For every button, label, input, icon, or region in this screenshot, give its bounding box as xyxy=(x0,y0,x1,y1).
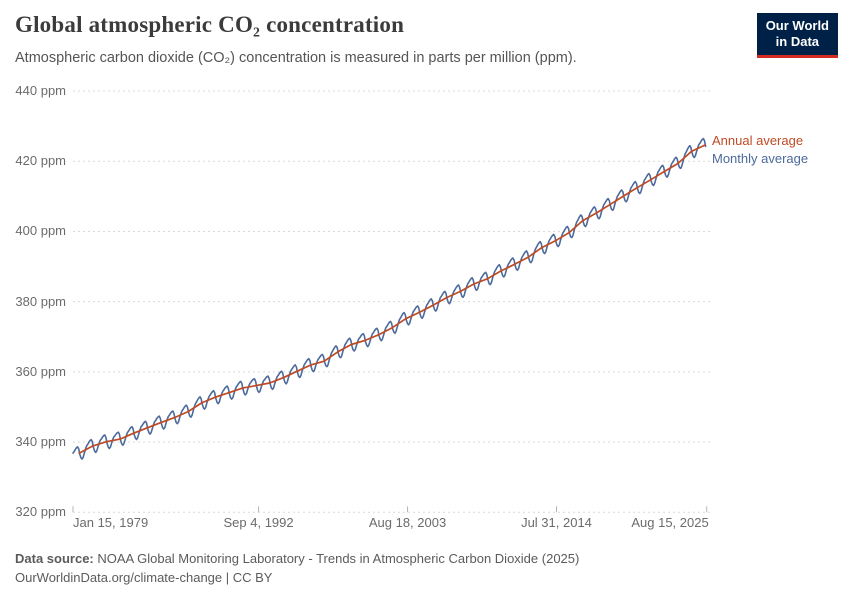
y-axis-label: 380 ppm xyxy=(15,293,66,309)
x-axis-label: Jan 15, 1979 xyxy=(73,515,149,530)
monthly-average-line[interactable] xyxy=(72,137,707,460)
y-axis-label: 340 ppm xyxy=(15,434,66,450)
page-subtitle: Atmospheric carbon dioxide (CO₂) concent… xyxy=(15,50,577,66)
x-axis-ticks xyxy=(72,506,708,513)
annual-average-line[interactable] xyxy=(78,144,706,454)
data-source-text: NOAA Global Monitoring Laboratory - Tren… xyxy=(97,551,580,566)
data-source-line: Data source: NOAA Global Monitoring Labo… xyxy=(15,549,579,568)
legend-monthly-average[interactable]: Monthly average xyxy=(712,151,809,166)
x-axis-label: Aug 18, 2003 xyxy=(368,515,447,530)
y-axis-label: 320 ppm xyxy=(15,504,66,520)
x-axis-label: Aug 15, 2025 xyxy=(631,515,709,530)
gridlines xyxy=(73,90,710,513)
owid-logo-line1: Our World xyxy=(765,18,829,33)
y-axis-label: 400 ppm xyxy=(15,223,66,239)
x-axis-label: Jul 31, 2014 xyxy=(521,515,592,530)
owid-logo-line2: in Data xyxy=(775,34,820,50)
x-axis-label: Sep 4, 1992 xyxy=(223,515,294,530)
legend-annual-average[interactable]: Annual average xyxy=(712,133,804,148)
license-link[interactable]: OurWorldinData.org/climate-change | CC B… xyxy=(15,570,273,585)
data-source-label: Data source: xyxy=(15,551,94,566)
y-axis-label: 440 ppm xyxy=(15,83,66,99)
owid-logo: Our World in Data xyxy=(756,13,838,58)
page-title: Global atmospheric CO₂ concentration xyxy=(15,12,405,37)
y-axis-label: 420 ppm xyxy=(15,153,66,169)
chart-footer: Data source: NOAA Global Monitoring Labo… xyxy=(15,549,579,587)
y-axis-label: 360 ppm xyxy=(15,363,66,379)
